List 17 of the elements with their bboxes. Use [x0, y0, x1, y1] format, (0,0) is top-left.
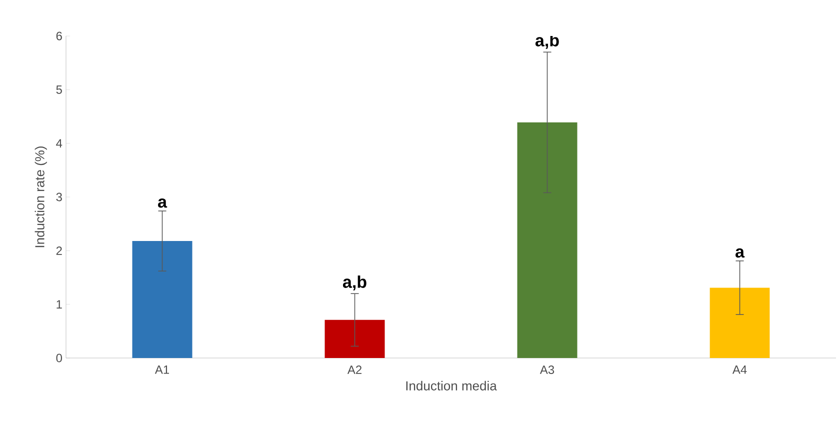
x-tick-label: A3 — [540, 366, 554, 374]
y-tick-label: 5 — [56, 85, 62, 94]
x-tick-label: A4 — [732, 366, 747, 374]
y-tick-label: 4 — [56, 139, 62, 148]
y-tick-label: 3 — [56, 192, 62, 202]
y-tick-label: 6 — [56, 32, 62, 40]
y-tick-label: 2 — [56, 246, 62, 255]
annotation: a — [158, 198, 168, 208]
y-axis-title: Induction rate (%) — [34, 146, 47, 248]
y-tick-label: 0 — [56, 354, 62, 362]
annotation: a,b — [535, 34, 559, 49]
x-tick-label: A2 — [347, 366, 362, 374]
annotation: a,b — [342, 275, 366, 290]
annotation: a — [736, 248, 745, 258]
x-axis-title: Induction media — [406, 380, 497, 390]
x-tick-label: A1 — [154, 366, 170, 374]
y-tick-label: 1 — [56, 300, 62, 308]
